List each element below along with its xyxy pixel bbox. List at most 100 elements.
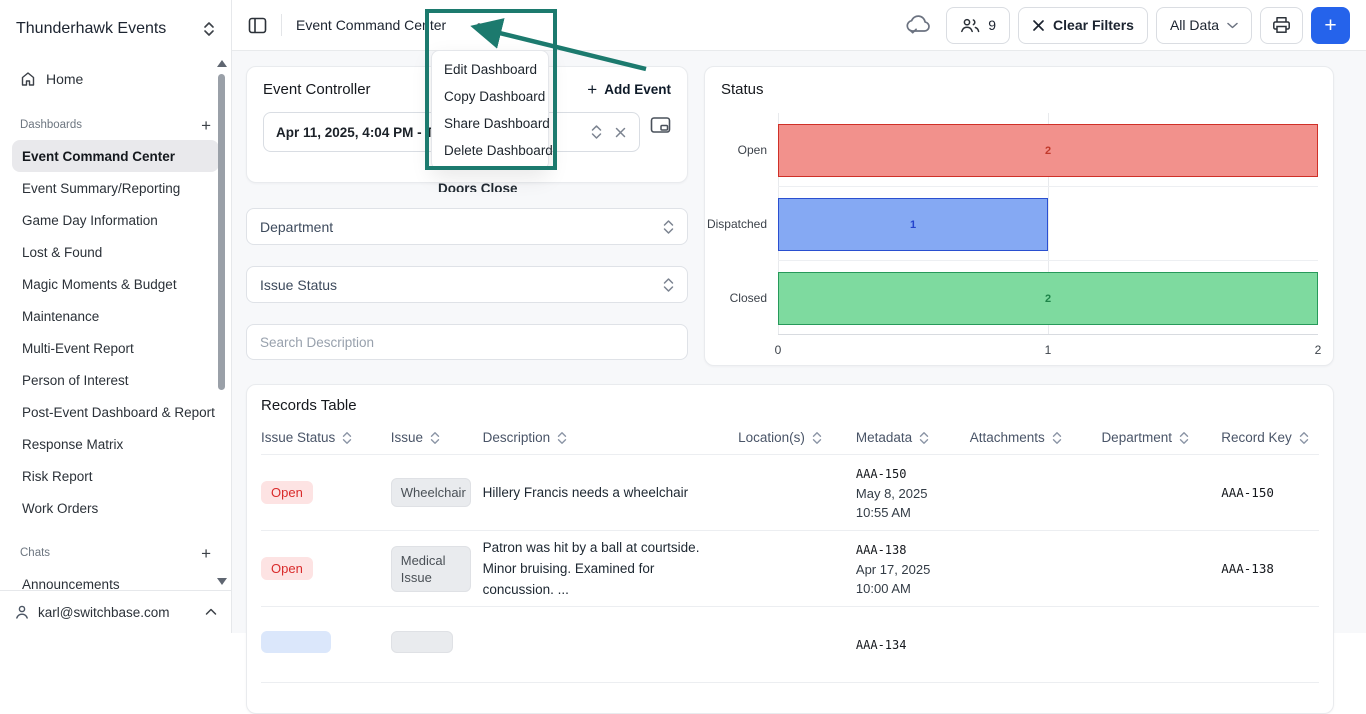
sort-icon (1299, 431, 1309, 445)
sidebar-item-dashboard[interactable]: Event Command Center (12, 140, 219, 172)
menu-item-edit-dashboard[interactable]: Edit Dashboard (432, 56, 548, 83)
menu-item-delete-dashboard[interactable]: Delete Dashboard (432, 137, 548, 164)
department-filter-select[interactable]: Department (246, 208, 688, 245)
table-header-row: Issue Status Issue Description Location(… (261, 421, 1319, 455)
ellipsis-icon (476, 22, 494, 28)
sidebar-item-dashboard[interactable]: Event Summary/Reporting (12, 172, 219, 204)
data-scope-dropdown[interactable]: All Data (1156, 7, 1252, 44)
add-event-label: Add Event (604, 82, 671, 97)
menu-item-share-dashboard[interactable]: Share Dashboard (432, 110, 548, 137)
sidebar-item-dashboard[interactable]: Game Day Information (12, 204, 219, 236)
sidebar-nav: Home Dashboards + Event Command Center E… (0, 58, 231, 589)
chart-band: 1 (778, 187, 1318, 261)
printer-icon (1272, 16, 1291, 34)
obscured-doors-close-text: Doors Close (438, 181, 518, 192)
add-chat-button[interactable]: + (201, 545, 211, 562)
select-updown-icon (663, 277, 674, 293)
scrollbar-thumb[interactable] (218, 74, 225, 390)
column-header-issue[interactable]: Issue (391, 430, 483, 445)
metadata-time: 10:55 AM (856, 503, 970, 522)
column-header-locations[interactable]: Location(s) (738, 430, 856, 445)
scroll-down-arrow[interactable] (217, 578, 227, 585)
add-event-button[interactable]: + Add Event (587, 81, 671, 98)
user-icon (14, 604, 30, 620)
divider (281, 14, 282, 36)
open-in-panel-button[interactable] (650, 116, 671, 134)
status-badge: Open (261, 557, 313, 580)
search-description-input[interactable] (246, 324, 688, 360)
status-badge: Open (261, 481, 313, 504)
sidebar-item-dashboard[interactable]: Magic Moments & Budget (12, 268, 219, 300)
add-dashboard-button[interactable]: + (201, 117, 211, 134)
sidebar-item-label: Home (46, 71, 83, 87)
sidebar-item-dashboard[interactable]: Multi-Event Report (12, 332, 219, 364)
sidebar-item-dashboard[interactable]: Response Matrix (12, 428, 219, 460)
column-header-issue-status[interactable]: Issue Status (261, 430, 391, 445)
scroll-up-arrow[interactable] (217, 60, 227, 67)
bar-open: 2 (778, 124, 1318, 177)
sidebar-item-chat[interactable]: Announcements (12, 568, 219, 589)
sidebar-item-dashboard[interactable]: Lost & Found (12, 236, 219, 268)
dashboard-options-button[interactable] (468, 16, 502, 34)
record-key-cell: AAA-150 (1221, 485, 1274, 500)
table-row[interactable]: Open Wheelchair Hillery Francis needs a … (261, 455, 1319, 531)
sidebar: Thunderhawk Events Home Dashboards + Eve… (0, 0, 232, 633)
workspace-switcher[interactable]: Thunderhawk Events (0, 0, 231, 58)
cloud-check-icon (904, 14, 932, 36)
sort-icon (1179, 431, 1189, 445)
bar-value-label: 2 (1045, 293, 1051, 305)
clear-filters-button[interactable]: Clear Filters (1018, 7, 1148, 44)
sidebar-toggle-button[interactable] (248, 16, 267, 35)
sidebar-item-home[interactable]: Home (12, 62, 219, 96)
sidebar-item-dashboard[interactable]: Maintenance (12, 300, 219, 332)
sidebar-item-dashboard[interactable]: Person of Interest (12, 364, 219, 396)
column-header-attachments[interactable]: Attachments (970, 430, 1102, 445)
user-email: karl@switchbase.com (38, 605, 170, 620)
record-key-cell: AAA-138 (1221, 561, 1274, 576)
sidebar-item-dashboard[interactable]: Risk Report (12, 460, 219, 492)
sort-icon (557, 431, 567, 445)
sidebar-item-dashboard[interactable]: Post-Event Dashboard & Report (12, 396, 219, 428)
status-badge (261, 631, 331, 653)
sidebar-item-dashboard[interactable]: Work Orders (12, 492, 219, 524)
column-header-metadata[interactable]: Metadata (856, 430, 970, 445)
sync-status-button[interactable] (904, 14, 932, 36)
metadata-record-key: AAA-134 (856, 635, 970, 655)
bar-dispatched: 1 (778, 198, 1048, 251)
chart-plot: 2 1 2 (778, 113, 1318, 335)
description-cell: Hillery Francis needs a wheelchair (483, 485, 689, 500)
user-menu[interactable]: karl@switchbase.com (0, 590, 231, 633)
table-row[interactable]: Open Medical Issue Patron was hit by a b… (261, 531, 1319, 607)
bar-value-label: 1 (910, 219, 916, 231)
issue-status-filter-select[interactable]: Issue Status (246, 266, 688, 303)
chart-band: 2 (778, 113, 1318, 187)
column-label: Issue (391, 430, 423, 445)
chevron-down-icon (1227, 22, 1238, 29)
create-new-button[interactable]: + (1311, 7, 1350, 44)
column-label: Record Key (1221, 430, 1292, 445)
column-label: Attachments (970, 430, 1045, 445)
menu-item-copy-dashboard[interactable]: Copy Dashboard (432, 83, 548, 110)
table-row[interactable]: AAA-134 (261, 607, 1319, 683)
metadata-cell: AAA-150 May 8, 2025 10:55 AM (856, 464, 970, 522)
home-icon (20, 71, 36, 87)
print-button[interactable] (1260, 7, 1303, 44)
metadata-time: 10:00 AM (856, 579, 970, 598)
data-scope-label: All Data (1170, 17, 1219, 33)
column-header-description[interactable]: Description (483, 430, 739, 445)
collaborators-button[interactable]: 9 (946, 7, 1010, 44)
sidebar-scrollbar[interactable] (216, 60, 228, 585)
issue-badge: Wheelchair (391, 478, 471, 507)
issue-status-filter-label: Issue Status (260, 277, 337, 293)
sort-icon (1052, 431, 1062, 445)
column-header-record-key[interactable]: Record Key (1221, 430, 1319, 445)
records-table-card: Records Table Issue Status Issue Descrip… (246, 384, 1334, 714)
column-label: Issue Status (261, 430, 335, 445)
x-tick-label: 2 (1315, 343, 1322, 357)
column-label: Description (483, 430, 551, 445)
clear-selection-icon[interactable] (614, 126, 627, 139)
column-header-department[interactable]: Department (1101, 430, 1221, 445)
plus-icon: + (587, 81, 597, 98)
metadata-date: May 8, 2025 (856, 484, 970, 503)
chevron-up-icon (205, 608, 217, 616)
